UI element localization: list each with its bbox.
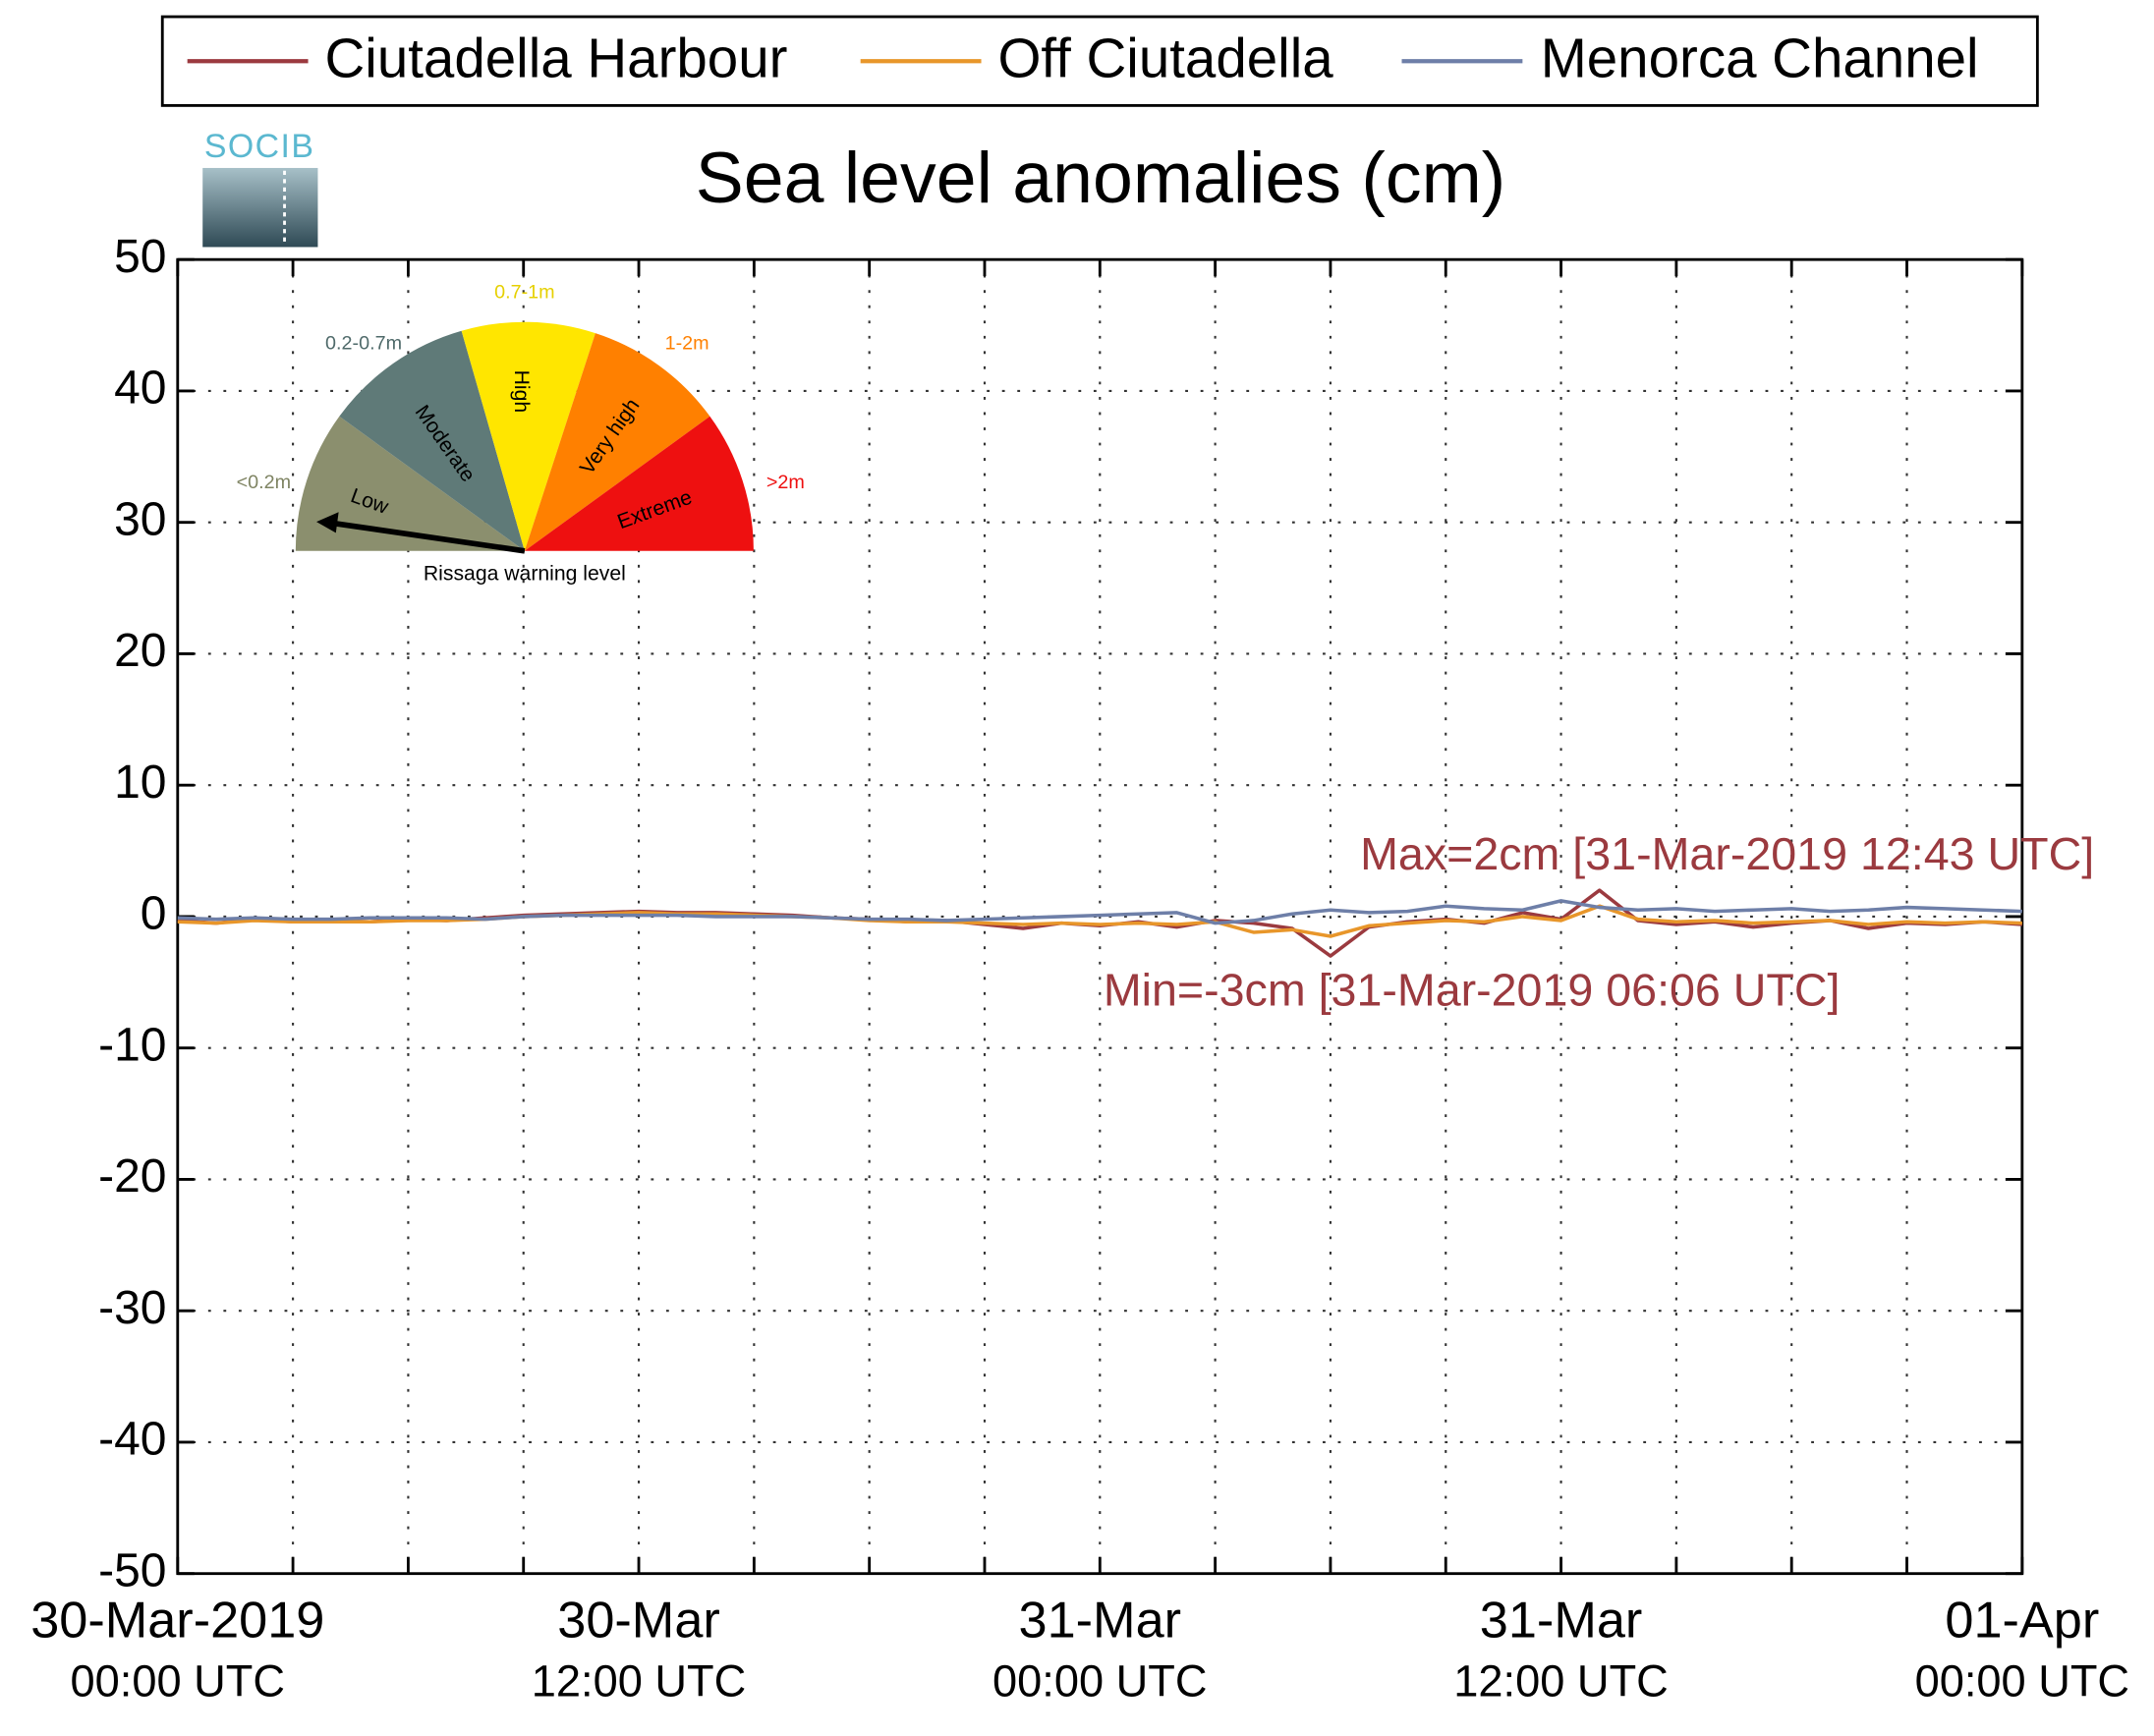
x-tick-label: 30-Mar-2019	[30, 1592, 324, 1649]
gauge-needle-head	[316, 512, 339, 533]
annotation: Min=-3cm [31-Mar-2019 06:06 UTC]	[1104, 965, 1841, 1016]
gauge-sector	[461, 321, 595, 551]
gauge-sector	[295, 416, 525, 551]
y-tick-label: 20	[114, 625, 166, 677]
series-line	[177, 899, 2022, 925]
y-tick-label: 30	[114, 493, 166, 545]
legend-label: Menorca Channel	[1541, 28, 1979, 89]
x-tick-label: 31-Mar	[1480, 1592, 1643, 1649]
gauge-sector	[339, 330, 525, 551]
y-tick-label: -40	[98, 1414, 166, 1466]
x-tick-label: 31-Mar	[1019, 1592, 1182, 1649]
gauge-range: 0.2-0.7m	[325, 333, 402, 355]
y-tick-label: 50	[114, 231, 166, 283]
y-tick-label: -30	[98, 1282, 166, 1334]
gauge-range: <0.2m	[237, 472, 291, 493]
x-tick-label: 00:00 UTC	[71, 1656, 286, 1707]
gauge-range: 1-2m	[665, 333, 709, 355]
y-tick-label: -20	[98, 1150, 166, 1203]
chart-title: Sea level anomalies (cm)	[696, 138, 1505, 218]
gauge-sector	[524, 416, 754, 551]
legend-label: Off Ciutadella	[997, 28, 1333, 89]
annotation: Max=2cm [31-Mar-2019 12:43 UTC]	[1360, 828, 2094, 879]
logo-text: SOCIB	[204, 128, 314, 165]
y-tick-label: 40	[114, 363, 166, 415]
x-tick-label: 30-Mar	[557, 1592, 720, 1649]
x-tick-label: 00:00 UTC	[992, 1656, 1208, 1707]
y-tick-label: -50	[98, 1544, 166, 1596]
gauge-sector	[524, 333, 710, 551]
gauge-level: High	[510, 370, 533, 414]
y-tick-label: -10	[98, 1019, 166, 1071]
logo	[202, 167, 318, 248]
y-tick-label: 10	[114, 756, 166, 809]
gauge-needle	[332, 520, 526, 554]
x-tick-label: 01-Apr	[1945, 1592, 2099, 1649]
gauge-range: 0.7-1m	[494, 281, 555, 303]
gauge-range: >2m	[766, 472, 805, 493]
legend-label: Ciutadella Harbour	[324, 28, 787, 89]
x-tick-label: 00:00 UTC	[1915, 1656, 2130, 1707]
y-tick-label: 0	[141, 888, 167, 940]
x-tick-label: 12:00 UTC	[1453, 1656, 1669, 1707]
gauge-caption: Rissaga warning level	[424, 562, 626, 585]
legend-box	[160, 15, 2039, 107]
x-tick-label: 12:00 UTC	[532, 1656, 747, 1707]
